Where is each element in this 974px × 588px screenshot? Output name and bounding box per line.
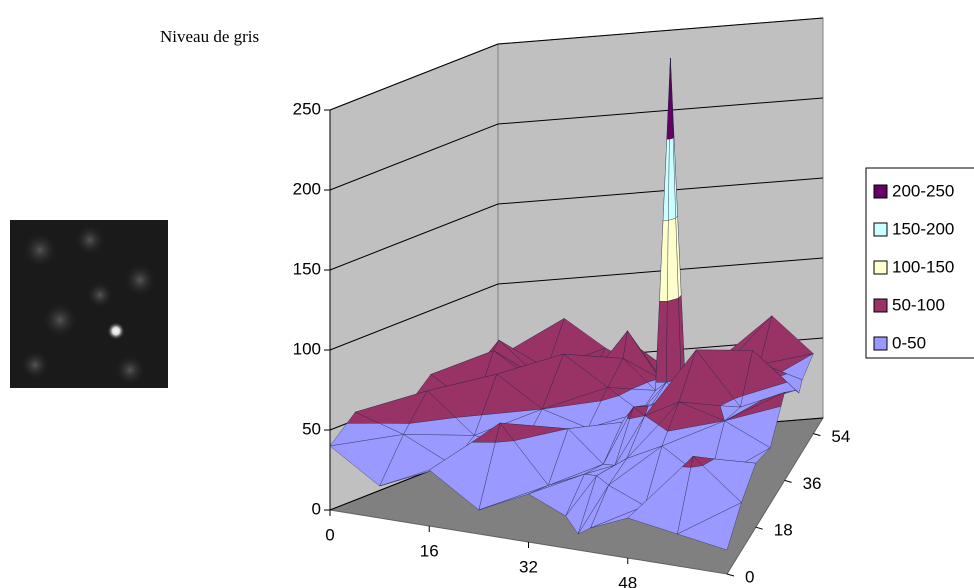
legend-swatch [873, 260, 888, 275]
y-tick-label: 0 [312, 499, 321, 518]
z-tick [813, 433, 821, 437]
legend-swatch [873, 336, 888, 351]
thumbnail [10, 220, 168, 388]
legend-label: 50-100 [892, 295, 945, 314]
noise [22, 232, 58, 268]
legend-label: 150-200 [892, 219, 954, 238]
legend-label: 100-150 [892, 257, 954, 276]
z-tick-label: 18 [774, 521, 793, 540]
noise [74, 224, 106, 256]
noise [42, 302, 78, 338]
legend-label: 200-250 [892, 181, 954, 200]
surface-facet [724, 399, 763, 422]
legend: 200-250 150-200 100-150 50-100 0-50 [865, 167, 974, 359]
z-tick [755, 526, 763, 530]
surface-facet [676, 502, 742, 551]
surface-facet [666, 297, 682, 383]
y-tick-label: 200 [293, 179, 321, 198]
grid-line [329, 257, 824, 351]
z-tick [726, 573, 735, 577]
x-tick-label: 16 [420, 541, 439, 560]
noise [114, 354, 146, 386]
noise [20, 350, 50, 380]
y-tick-label: 100 [293, 339, 321, 358]
y-tick-label: 250 [293, 99, 321, 118]
grid-line [329, 97, 824, 191]
axis-title: Niveau de gris [160, 27, 259, 46]
y-tick-label: 50 [302, 419, 321, 438]
legend-swatch [873, 184, 888, 199]
x-tick-label: 32 [519, 557, 538, 576]
bright-spot [107, 322, 125, 340]
legend-swatch [873, 222, 888, 237]
z-tick-label: 54 [831, 427, 850, 446]
noise [123, 263, 157, 297]
grid-line [329, 177, 824, 271]
z-tick-label: 36 [803, 474, 822, 493]
z-tick [784, 479, 792, 483]
noise [86, 281, 114, 309]
legend-swatch [873, 298, 888, 313]
x-tick-label: 48 [618, 573, 637, 588]
grid-line [329, 17, 824, 111]
plot: 0 50 100 150 200 250 0 16 32 48 0 18 36 54 [293, 17, 850, 588]
x-tick-label: 0 [325, 525, 334, 544]
legend-label: 0-50 [892, 333, 926, 352]
z-tick-label: 0 [745, 567, 754, 586]
y-tick-label: 150 [293, 259, 321, 278]
